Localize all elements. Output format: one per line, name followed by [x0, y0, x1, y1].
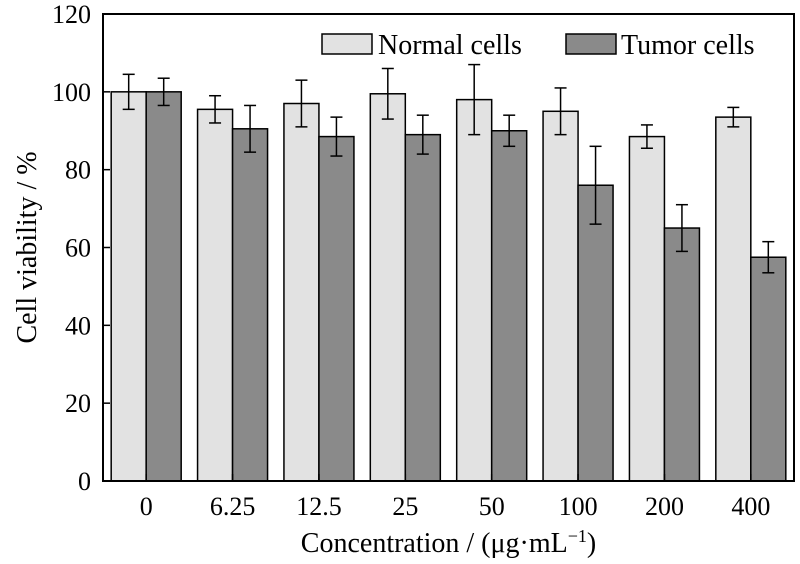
x-axis: 0 6.25 12.5 25 50 100 200 400 [140, 474, 770, 521]
error-bar-tumor-cells-0 [157, 77, 170, 107]
x-tick-label: 6.25 [210, 492, 256, 521]
x-tick-label: 0 [140, 492, 153, 521]
bar-tumor-cells-200 [663, 227, 701, 482]
error-bar-tumor-cells-25 [416, 114, 429, 155]
bar-normal-cells-6-25 [196, 108, 234, 482]
x-tick-label: 100 [559, 492, 598, 521]
x-tick-label: 12.5 [296, 492, 342, 521]
error-bar-tumor-cells-12-5 [330, 116, 343, 157]
y-tick-label: 60 [65, 234, 91, 263]
bar-tumor-cells-50 [490, 130, 528, 482]
legend-label-tumor-cells: Tumor cells [621, 30, 755, 61]
y-tick-label: 20 [65, 389, 91, 418]
error-bar-normal-cells-400 [727, 106, 740, 128]
bars-layer [110, 91, 787, 482]
bar-tumor-cells-25 [404, 133, 442, 482]
x-tick-label: 50 [479, 492, 505, 521]
bar-normal-cells-400 [715, 116, 752, 482]
bar-tumor-cells-6-25 [231, 128, 269, 482]
bar-tumor-cells-100 [577, 184, 614, 482]
legend-label-normal-cells: Normal cells [378, 30, 522, 61]
error-bar-normal-cells-12-5 [295, 79, 308, 128]
legend: Normal cells Tumor cells [321, 30, 755, 61]
y-tick-label: 120 [52, 0, 91, 29]
legend-swatch-tumor-cells [565, 33, 617, 55]
error-bar-normal-cells-0 [122, 73, 135, 111]
x-tick-label: 200 [645, 492, 684, 521]
y-tick-label: 40 [65, 311, 91, 340]
x-axis-label: Concentration / (μg·mL−1) [301, 526, 596, 559]
bar-normal-cells-200 [628, 135, 666, 482]
error-bar-normal-cells-25 [381, 67, 394, 120]
error-bar-tumor-cells-400 [762, 240, 775, 274]
error-bar-normal-cells-100 [554, 87, 567, 136]
y-axis: 0 20 40 60 80 100 120 [52, 0, 110, 496]
error-bars-layer [122, 63, 775, 274]
error-bar-normal-cells-50 [468, 63, 481, 136]
bar-normal-cells-100 [542, 110, 579, 482]
x-tick-label: 400 [731, 492, 770, 521]
error-bar-normal-cells-200 [640, 124, 653, 150]
bar-tumor-cells-12-5 [318, 135, 355, 482]
error-bar-tumor-cells-6-25 [244, 104, 257, 153]
y-tick-label: 100 [52, 78, 91, 107]
error-bar-normal-cells-6-25 [209, 94, 222, 124]
legend-swatch-normal-cells [321, 33, 373, 55]
y-tick-label: 80 [65, 156, 91, 185]
error-bar-tumor-cells-50 [503, 114, 516, 148]
error-bar-tumor-cells-200 [675, 203, 688, 253]
bar-tumor-cells-0 [145, 91, 182, 482]
bar-normal-cells-25 [369, 93, 407, 482]
bar-normal-cells-12-5 [283, 102, 320, 482]
x-tick-label: 25 [392, 492, 418, 521]
error-bar-tumor-cells-100 [589, 145, 602, 225]
y-axis-label: Cell viability / % [12, 151, 43, 343]
bar-tumor-cells-400 [750, 256, 787, 482]
y-tick-label: 0 [78, 467, 91, 496]
bar-normal-cells-0 [110, 91, 147, 482]
bar-normal-cells-50 [455, 98, 493, 482]
